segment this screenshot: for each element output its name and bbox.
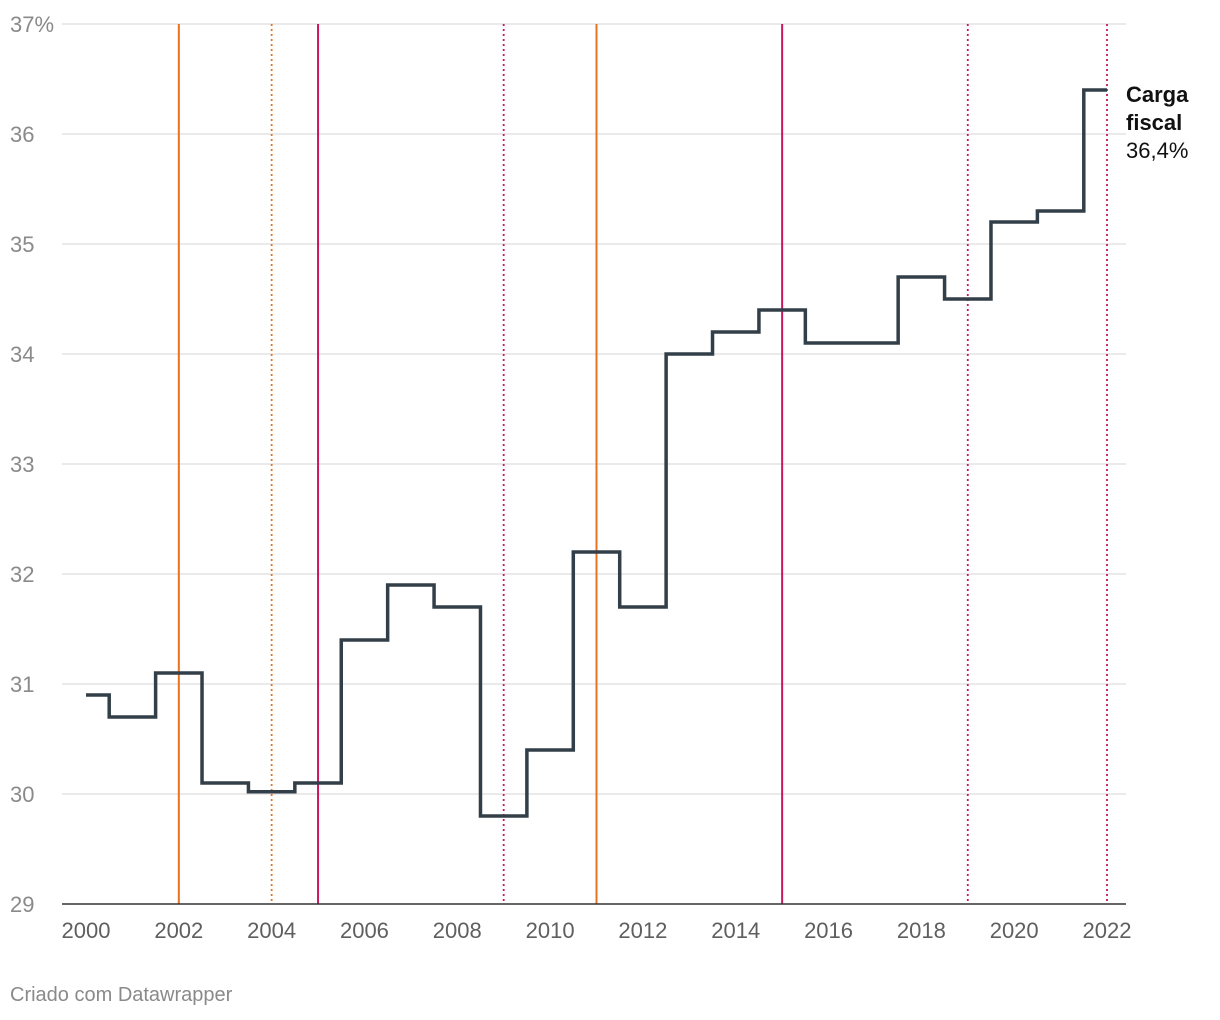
end-label-name-line2: fiscal [1126, 110, 1182, 135]
x-tick-label-2004: 2004 [247, 918, 296, 943]
x-tick-label-2016: 2016 [804, 918, 853, 943]
end-label-value: 36,4% [1126, 138, 1188, 163]
y-tick-label-29: 29 [10, 892, 34, 917]
series-layer [86, 88, 1107, 818]
x-tick-label-2008: 2008 [433, 918, 482, 943]
x-tick-label-2022: 2022 [1083, 918, 1132, 943]
y-tick-label-37: 37% [10, 12, 54, 37]
x-tick-label-2002: 2002 [154, 918, 203, 943]
y-tick-label-33: 33 [10, 452, 34, 477]
y-tick-label-36: 36 [10, 122, 34, 147]
y-axis-tick-labels: 29 30 31 32 33 34 35 36 37% [10, 12, 54, 917]
end-label: Carga fiscal 36,4% [1126, 82, 1189, 163]
end-label-name-line1: Carga [1126, 82, 1189, 107]
x-tick-label-2010: 2010 [526, 918, 575, 943]
y-tick-label-32: 32 [10, 562, 34, 587]
y-tick-label-30: 30 [10, 782, 34, 807]
credit-text: Criado com Datawrapper [10, 984, 233, 1006]
y-tick-label-34: 34 [10, 342, 34, 367]
x-tick-label-2014: 2014 [711, 918, 760, 943]
x-axis-tick-labels: 2000 2002 2004 2006 2008 2010 2012 2014 2016 2018… [62, 918, 1132, 943]
y-tick-label-31: 31 [10, 672, 34, 697]
x-tick-label-2018: 2018 [897, 918, 946, 943]
x-tick-label-2012: 2012 [618, 918, 667, 943]
x-tick-label-2000: 2000 [62, 918, 111, 943]
series-line-0 [86, 88, 1107, 818]
reference-lines [177, 24, 1108, 904]
x-tick-label-2020: 2020 [990, 918, 1039, 943]
x-tick-label-2006: 2006 [340, 918, 389, 943]
grid-lines [62, 23, 1126, 795]
y-tick-label-35: 35 [10, 232, 34, 257]
